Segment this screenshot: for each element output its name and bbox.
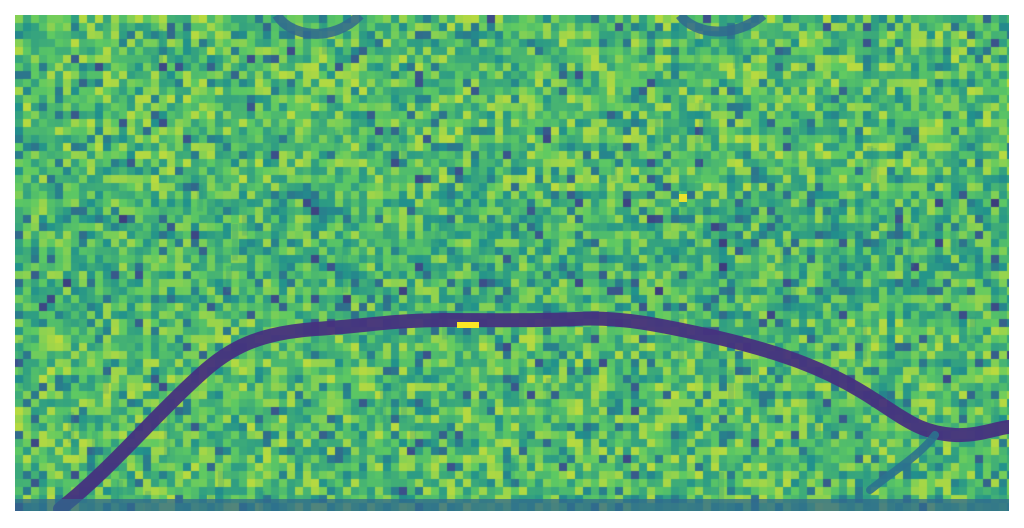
heatmap-image — [15, 15, 1009, 511]
viridis-noise-field — [15, 15, 1009, 511]
bottom-dark-band — [15, 499, 1009, 511]
dark-arched-channel — [53, 311, 1009, 511]
feature-overlay — [15, 15, 1009, 511]
bright-yellow-spot — [457, 322, 479, 328]
top-right-dark-arc — [676, 15, 767, 37]
right-branch-channel — [866, 431, 939, 494]
top-left-dark-arc — [272, 15, 364, 39]
small-bright-spot — [679, 194, 687, 202]
